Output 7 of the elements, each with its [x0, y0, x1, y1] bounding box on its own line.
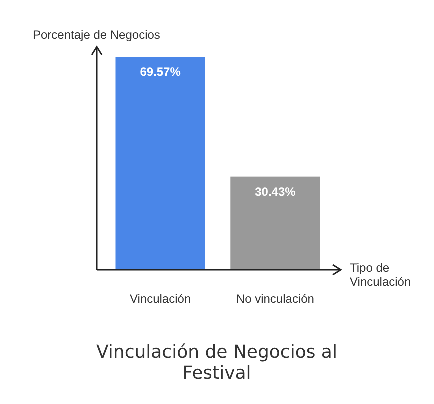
- x-tick-label: No vinculación: [236, 292, 314, 306]
- x-tick-label: Vinculación: [130, 292, 192, 306]
- data-label: 30.43%: [255, 184, 296, 199]
- text: Vinculación de Negocios al Festival: [96, 342, 338, 384]
- data-label: 69.57%: [140, 65, 182, 79]
- y-axis-title: Porcentaje de Negocios: [33, 28, 160, 42]
- x-axis-title: Tipo de Vinculación: [350, 261, 412, 289]
